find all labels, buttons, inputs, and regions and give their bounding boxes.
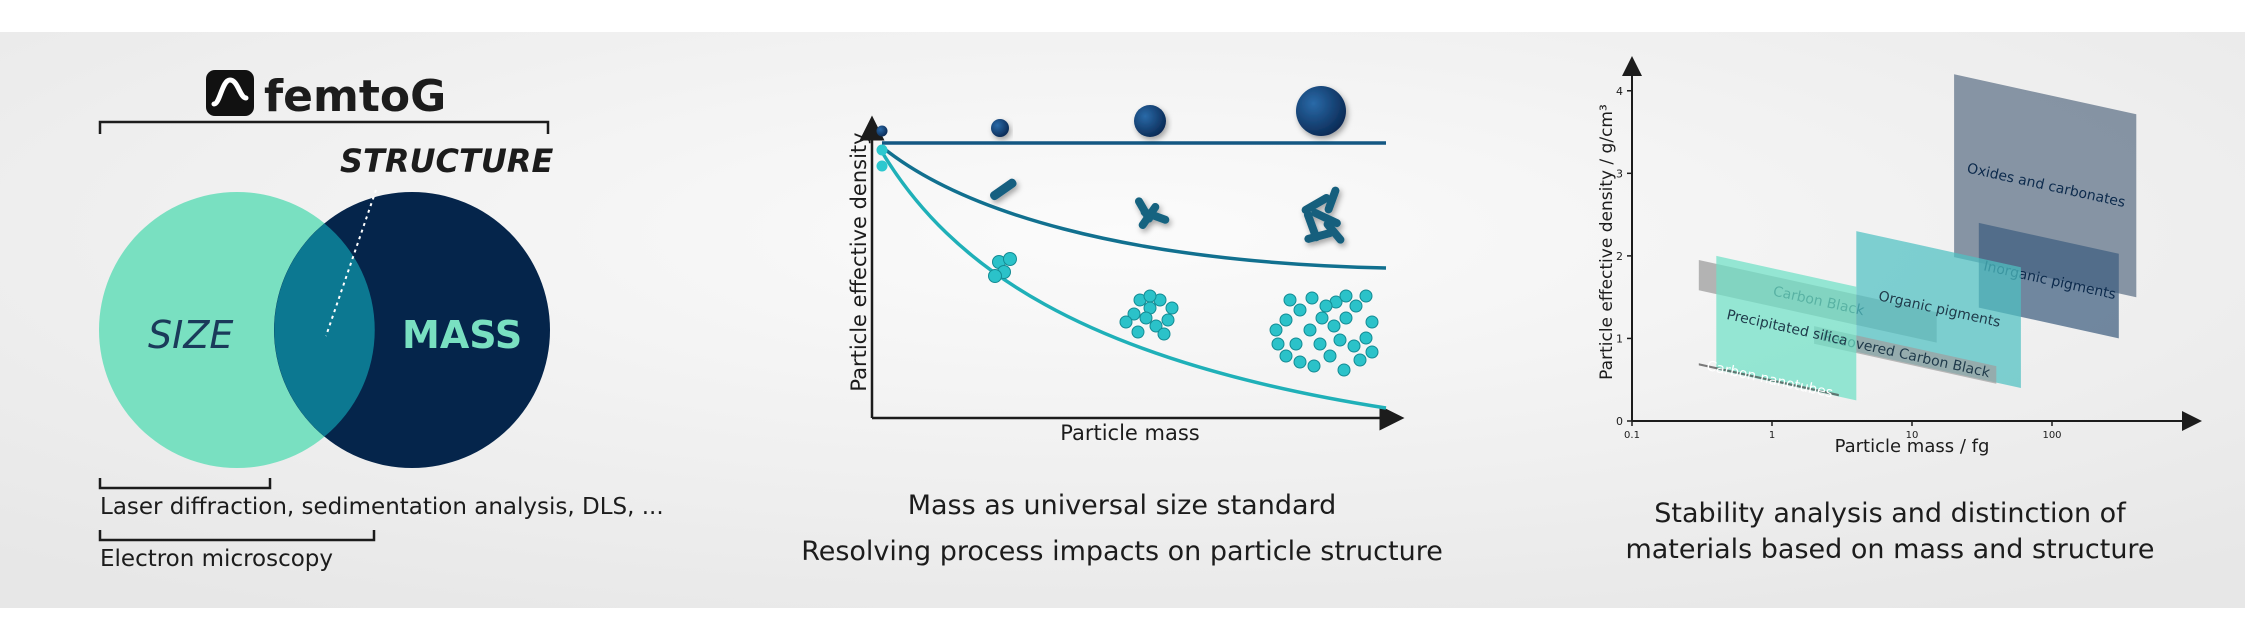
fractal-particles-medium (1119, 289, 1179, 341)
y-tick-label: 3 (1616, 167, 1623, 180)
mass-label: MASS (402, 313, 522, 357)
schematic-y-label: Particle effective density (847, 132, 871, 391)
brand-name: femtoG (264, 71, 446, 122)
structure-label: STRUCTURE (340, 142, 553, 180)
material-map-chart: 0.1 1 10 100 0 1 2 3 4 Oxides and carbonatesInor… (1597, 56, 2202, 565)
rod-particles-large (1301, 186, 1345, 244)
structure-pointer (325, 189, 377, 337)
size-methods: Laser diffraction, sedimentation analysi… (100, 494, 664, 520)
curve-rods (880, 145, 1387, 270)
stability-caption-1: Stability analysis and distinction of (1654, 498, 2127, 529)
region-recovered-carbon-black (1814, 326, 1997, 384)
structure-methods: Electron microscopy (100, 546, 333, 572)
schematic-caption-1: Mass as universal size standard (908, 490, 1337, 521)
sphere-particle (991, 119, 1009, 137)
venn-panel: femtoG STRUCTURE SIZE MASS Laser diffrac… (98, 70, 664, 572)
curve-start-dot (876, 160, 888, 172)
stability-caption-2: materials based on mass and structure (1625, 534, 2154, 565)
size-label: SIZE (148, 313, 233, 357)
sphere-particle (1296, 86, 1346, 136)
schematic-panel: Particle mass Particle effective density (801, 86, 1443, 567)
region-precipitated-silica (1716, 255, 1857, 401)
size-method-bracket (98, 478, 272, 490)
y-tick-label: 0 (1616, 415, 1623, 428)
y-tick-label: 1 (1616, 332, 1623, 345)
fractal-particles-large (1269, 289, 1379, 377)
x-tick-label: 10 (1906, 430, 1919, 441)
chart-y-label: Particle effective density / g/cm³ (1597, 104, 1617, 380)
curve-fractal (880, 151, 1387, 410)
venn-overlap (274, 223, 375, 437)
chart-x-label: Particle mass / fg (1835, 436, 1990, 457)
y-tick-label: 2 (1616, 250, 1623, 263)
structure-method-bracket (98, 530, 376, 542)
y-tick-label: 4 (1616, 85, 1623, 98)
femtog-wave-logo (206, 70, 254, 116)
curve-start-dot (876, 144, 888, 156)
x-tick-label: 0.1 (1624, 430, 1640, 441)
rod-particles-medium (1135, 197, 1170, 230)
chart-ticks: 0.1 1 10 100 0 1 2 3 4 (1616, 85, 2062, 441)
structure-bracket (98, 120, 550, 134)
rod-particles-small (989, 178, 1017, 201)
x-tick-label: 1 (1769, 430, 1775, 441)
curve-start-dot (876, 125, 888, 137)
schematic-caption-2: Resolving process impacts on particle st… (801, 536, 1443, 567)
x-tick-label: 100 (2042, 430, 2061, 441)
region-carbon-nanotubes (1698, 363, 1839, 397)
fractal-particles-small (988, 252, 1017, 283)
schematic-x-label: Particle mass (1060, 421, 1199, 445)
sphere-particle (1134, 105, 1166, 137)
